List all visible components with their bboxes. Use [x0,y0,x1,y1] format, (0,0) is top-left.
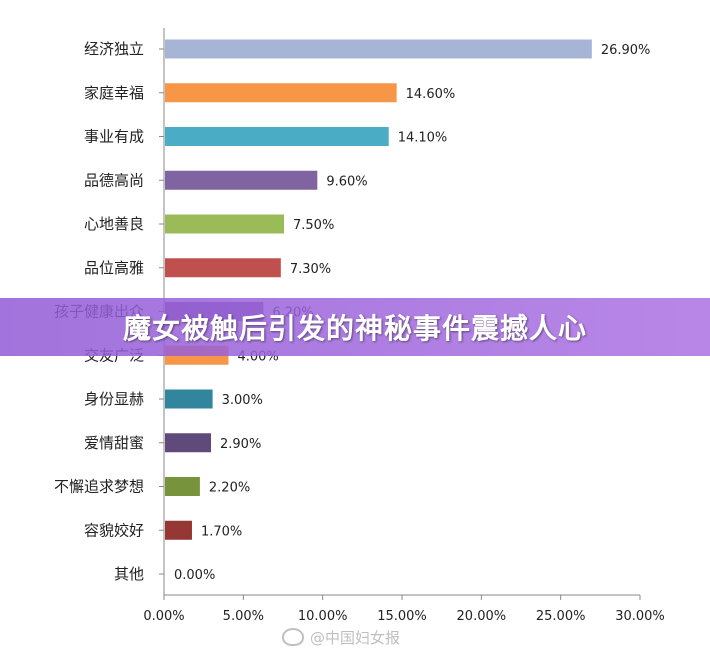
watermark: @中国妇女报 [282,624,400,650]
category-label: 心地善良 [84,215,144,233]
value-label: 7.50% [293,218,334,233]
bar [165,83,397,103]
x-tick-label: 25.00% [536,609,586,624]
value-label: 0.00% [174,568,215,583]
category-label: 家庭幸福 [84,84,144,102]
value-label: 26.90% [601,43,651,58]
bar [165,433,212,453]
bar [165,520,192,540]
category-label: 品位高雅 [84,259,144,277]
value-label: 9.60% [326,174,367,189]
category-label: 爱情甜蜜 [84,434,144,452]
value-label: 14.60% [406,87,456,102]
value-label: 14.10% [398,131,448,146]
x-tick-label: 15.00% [377,609,427,624]
category-label: 身份显赫 [84,390,144,408]
category-label: 事业有成 [84,128,144,146]
x-tick-label: 0.00% [143,609,184,624]
value-label: 1.70% [201,524,242,539]
watermark-text: @中国妇女报 [310,628,401,647]
weibo-logo-icon [282,628,304,646]
x-tick-label: 10.00% [298,609,348,624]
category-label: 其他 [114,565,144,583]
bar [165,170,318,190]
bar [165,39,592,59]
value-label: 3.00% [222,393,263,408]
x-tick-label: 5.00% [223,609,264,624]
x-tick-label: 30.00% [615,609,665,624]
bar [165,477,200,496]
value-label: 2.90% [220,437,261,452]
overlay-banner: 魔女被触后引发的神秘事件震撼人心 [0,298,710,356]
category-label: 经济独立 [84,40,144,58]
value-label: 7.30% [290,262,331,277]
bar [165,214,284,234]
category-label: 品德高尚 [84,171,144,189]
value-label: 2.20% [209,481,250,496]
banner-headline: 魔女被触后引发的神秘事件震撼人心 [122,312,587,345]
x-tick-label: 20.00% [457,609,507,624]
category-label: 容貌姣好 [84,521,144,539]
bar [165,127,389,146]
category-label: 不懈追求梦想 [54,478,144,496]
bar [165,389,213,409]
bar [165,258,281,278]
